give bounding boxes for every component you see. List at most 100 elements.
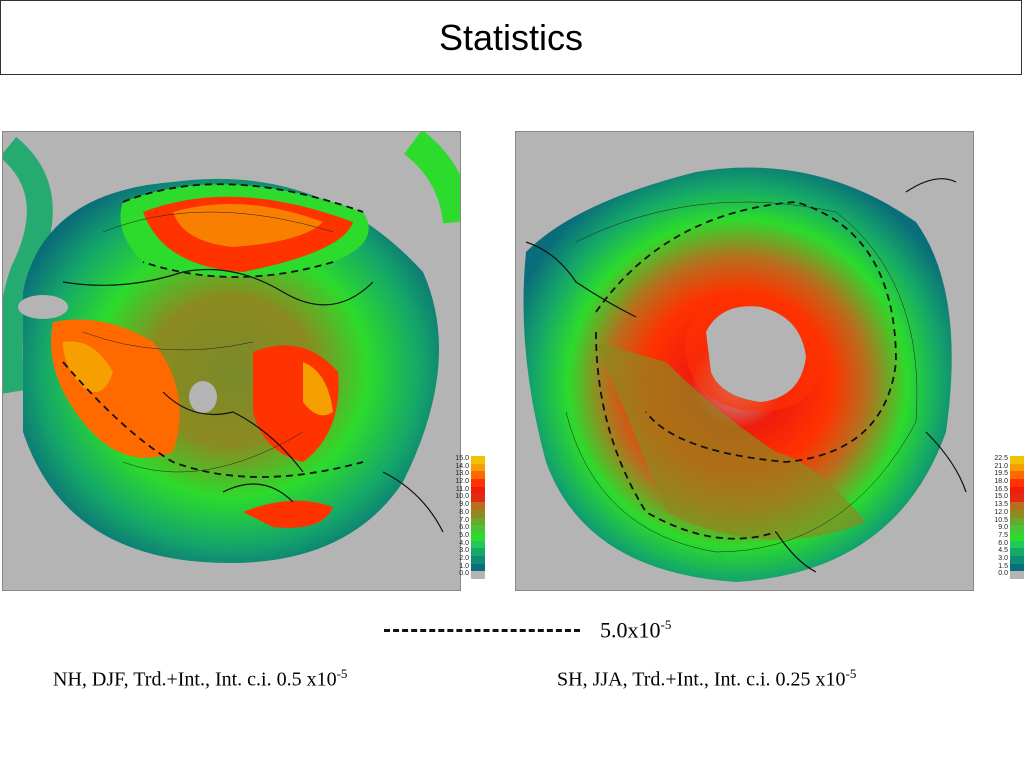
colorbar-swatch [1010, 540, 1024, 549]
sh-caption: SH, JJA, Trd.+Int., Int. c.i. 0.25 x10-5 [557, 666, 856, 692]
colorbar-label: 13.0 [455, 470, 469, 478]
colorbar-row: 11.0 [445, 485, 485, 495]
colorbar-row: 15.0 [445, 455, 485, 464]
colorbar-row: 3.0 [984, 555, 1024, 564]
colorbar-label: 4.5 [998, 547, 1008, 555]
colorbar-row: 1.5 [984, 562, 1024, 572]
colorbar-swatch [471, 540, 485, 549]
colorbar-swatch [471, 456, 485, 464]
colorbar-swatch [1010, 471, 1024, 480]
colorbar-swatch [471, 571, 485, 579]
colorbar-row: 4.0 [445, 539, 485, 549]
colorbar-label: 22.5 [994, 455, 1008, 462]
colorbar-label: 9.0 [998, 524, 1008, 532]
colorbar-row: 6.0 [984, 539, 1024, 549]
colorbar-swatch [1010, 463, 1024, 472]
colorbar-row: 19.5 [984, 470, 1024, 480]
sh-caption-exponent: -5 [845, 666, 857, 681]
colorbar-row: 8.0 [445, 508, 485, 518]
colorbar-label: 6.0 [459, 524, 469, 532]
dashed-contour-legend-label: 5.0x10-5 [600, 617, 671, 643]
colorbar-row: 21.0 [984, 463, 1024, 472]
colorbar-label: 5.0 [459, 531, 469, 539]
colorbar-label: 7.5 [998, 531, 1008, 539]
colorbar-label: 3.0 [459, 547, 469, 555]
colorbar-label: 6.0 [998, 539, 1008, 547]
colorbar-label: 19.5 [994, 470, 1008, 478]
colorbar-row: 0.0 [984, 570, 1024, 579]
colorbar-swatch [1010, 532, 1024, 541]
colorbar-label: 18.0 [994, 478, 1008, 486]
colorbar-swatch [1010, 517, 1024, 526]
colorbar-label: 9.0 [459, 501, 469, 509]
colorbar-swatch [1010, 456, 1024, 464]
colorbar-row: 7.0 [445, 516, 485, 526]
colorbar-swatch [1010, 563, 1024, 572]
colorbar-row: 16.5 [984, 485, 1024, 495]
colorbar-row: 2.0 [445, 554, 485, 564]
colorbar-swatch [1010, 486, 1024, 495]
colorbar-row: 18.0 [984, 478, 1024, 487]
colorbar-swatch [471, 563, 485, 572]
colorbar-row: 13.5 [984, 501, 1024, 510]
colorbar-swatch [1010, 525, 1024, 533]
colorbar-row: 14.0 [445, 462, 485, 472]
colorbar-label: 16.5 [994, 485, 1008, 493]
colorbar-label: 14.0 [455, 462, 469, 470]
colorbar-row: 3.0 [445, 547, 485, 556]
colorbar-row: 1.0 [445, 562, 485, 572]
nh-caption: NH, DJF, Trd.+Int., Int. c.i. 0.5 x10-5 [53, 666, 347, 692]
colorbar-label: 12.0 [455, 478, 469, 486]
colorbar-swatch [1010, 494, 1024, 503]
colorbar-label: 11.0 [455, 485, 469, 493]
colorbar-label: 0.0 [459, 570, 469, 578]
colorbar-row: 7.5 [984, 531, 1024, 541]
colorbar-swatch [471, 463, 485, 472]
colorbar-label: 12.0 [994, 508, 1008, 516]
colorbar-row: 13.0 [445, 470, 485, 480]
legend-exponent: -5 [660, 617, 672, 632]
colorbar-row: 9.0 [984, 524, 1024, 533]
colorbar-swatch [1010, 555, 1024, 564]
colorbar-swatch [1010, 479, 1024, 487]
colorbar-row: 5.0 [445, 531, 485, 541]
dashed-contour-legend-line [384, 629, 580, 632]
colorbar-row: 12.0 [984, 508, 1024, 518]
colorbar-label: 13.5 [994, 501, 1008, 509]
colorbar-swatch [471, 525, 485, 533]
colorbar-row: 10.5 [984, 516, 1024, 526]
colorbar-label: 2.0 [459, 554, 469, 562]
colorbar-label: 7.0 [459, 516, 469, 524]
colorbar-row: 0.0 [445, 570, 485, 579]
colorbar-swatch [1010, 571, 1024, 579]
colorbar-swatch [471, 494, 485, 503]
colorbar-swatch [471, 502, 485, 510]
colorbar-row: 15.0 [984, 493, 1024, 503]
nh-caption-text: NH, DJF, Trd.+Int., Int. c.i. 0.5 x10 [53, 668, 337, 691]
page-title: Statistics [438, 16, 584, 58]
colorbar-label: 15.0 [994, 493, 1008, 501]
colorbar-swatch [471, 509, 485, 518]
slide-title-box: Statistics [0, 0, 1022, 75]
nh-caption-exponent: -5 [336, 666, 348, 681]
colorbar-label: 4.0 [459, 539, 469, 547]
colorbar-label: 1.0 [459, 562, 469, 570]
colorbar-row: 12.0 [445, 478, 485, 487]
colorbar-swatch [1010, 509, 1024, 518]
colorbar-label: 15.0 [455, 455, 469, 462]
colorbar-label: 1.5 [998, 562, 1008, 570]
colorbar-swatch [471, 532, 485, 541]
colorbar-row: 10.0 [445, 493, 485, 503]
colorbar-swatch [1010, 502, 1024, 510]
colorbar-label: 8.0 [459, 508, 469, 516]
colorbar-row: 22.5 [984, 455, 1024, 464]
colorbar-swatch [1010, 548, 1024, 556]
colorbar-label: 10.5 [994, 516, 1008, 524]
colorbar-swatch [471, 517, 485, 526]
colorbar-swatch [471, 548, 485, 556]
colorbar-label: 10.0 [455, 493, 469, 501]
sh-map [515, 131, 974, 591]
sh-caption-text: SH, JJA, Trd.+Int., Int. c.i. 0.25 x10 [557, 668, 846, 691]
nh-map [2, 131, 461, 591]
colorbar-swatch [471, 479, 485, 487]
